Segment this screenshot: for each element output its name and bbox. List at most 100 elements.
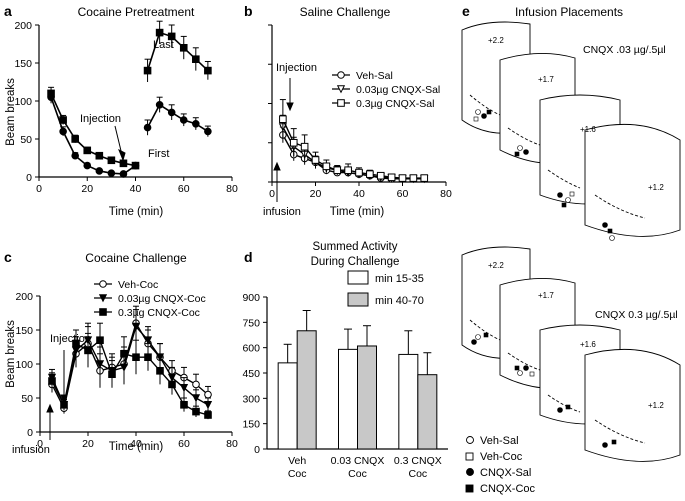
panel-b-infusion-label: infusion: [263, 206, 301, 218]
panel-c-xlabel: Time (min): [109, 441, 164, 453]
legend-cnqx-coc-marker: [465, 484, 474, 493]
data-point-b-2: [322, 162, 331, 171]
data-point-b-2: [355, 168, 363, 177]
bar-0-1: [338, 348, 358, 450]
section-lower-4-detail: [594, 419, 646, 444]
x-tick-label-a: 20: [81, 183, 93, 195]
x-tick-label-b: 40: [353, 188, 365, 200]
y-tick-label-c: 200: [15, 291, 33, 303]
data-point-c-2: [156, 367, 164, 375]
data-point-c-2: [96, 336, 104, 344]
data-point-c-1: [143, 336, 153, 345]
panel-a-title: Cocaine Pretreatment: [78, 5, 195, 19]
bar-0-2: [398, 353, 419, 450]
section-label-lower-3: +1.6: [580, 340, 596, 349]
section-label-upper-1: +2.2: [488, 36, 504, 45]
panel-d-subtitle: During Challenge: [311, 256, 400, 268]
data-point-a-1: [83, 161, 92, 170]
data-point-a-0: [71, 135, 79, 143]
data-point-c-1: [191, 394, 201, 403]
category-label-2: Coc: [408, 468, 427, 480]
legend-cnqx-sal-marker: [466, 468, 474, 476]
y-tick-label-a: 100: [14, 96, 32, 108]
data-point-a-0: [83, 146, 92, 155]
panel-letter-c: c: [4, 249, 12, 265]
y-tick-label-d: 150: [242, 419, 260, 431]
legend-marker-b-0: [337, 71, 345, 79]
legend-label-b-2: 0.3µg CNQX-Sal: [356, 98, 434, 110]
data-point-a-0: [95, 151, 104, 160]
category-label-2: 0.3 CNQX: [394, 455, 442, 467]
y-tick-label-c: 100: [15, 359, 33, 371]
category-label-1: 0.03 CNQX: [331, 455, 385, 467]
bar-1-2: [417, 374, 438, 450]
legend-veh-coc-marker: [465, 452, 474, 461]
y-tick-label-a: 150: [14, 58, 32, 70]
section-label-upper-3: +1.6: [580, 125, 596, 134]
x-tick-label-c: 40: [130, 438, 142, 450]
data-point-c-1: [95, 360, 105, 369]
data-point-c-2: [84, 346, 92, 355]
panel-letter-d: d: [244, 249, 253, 265]
y-tick-label-d: 750: [242, 317, 260, 329]
data-point-b-2: [409, 174, 418, 182]
legend-label-b-0: Veh-Sal: [356, 70, 393, 82]
section-label-lower-2: +1.7: [538, 291, 554, 300]
panel-e-title: Infusion Placements: [515, 5, 623, 19]
category-label-0: Coc: [288, 468, 307, 480]
data-point-c-1: [131, 322, 141, 332]
panel-b-title: Saline Challenge: [300, 5, 391, 19]
legend-label-d-0: min 15-35: [375, 273, 424, 285]
data-point-a-0: [192, 55, 200, 64]
data-point-a-0: [167, 32, 176, 41]
legend-swatch-d-0: [347, 270, 369, 285]
upper-section-group: +2.2 +1.7 +1.6 +1.2 CNQX .03 µg/.5µl: [461, 21, 681, 241]
data-point-c-2: [168, 380, 176, 389]
data-point-a-1: [59, 127, 67, 136]
data-point-b-2: [344, 166, 352, 175]
x-tick-label-c: 80: [226, 438, 238, 450]
data-point-a-1: [155, 101, 164, 109]
panel-a-injection-arrow: [114, 125, 123, 156]
panel-b-injection-label: Injection: [276, 62, 317, 74]
brain-section-upper-4: [584, 123, 681, 237]
legend-label-c-0: Veh-Coc: [118, 279, 158, 291]
legend-label-c-2: 0.3µg CNQX-Coc: [118, 307, 200, 319]
category-label-0: Veh: [288, 455, 306, 467]
data-point-a-0: [155, 28, 164, 37]
data-point-a-0: [59, 116, 67, 124]
data-point-c-1: [203, 401, 213, 410]
bar-0-0: [277, 362, 298, 450]
panel-c-infusion-arrowhead: [46, 403, 54, 413]
y-tick-label-d: 600: [242, 343, 260, 355]
data-point-c-2: [192, 407, 200, 416]
panel-b-xlabel: Time (min): [330, 206, 385, 218]
data-point-b-2: [311, 156, 320, 164]
section-label-upper-4: +1.2: [648, 183, 664, 192]
legend-marker-c-0: [99, 280, 107, 288]
data-point-a-0: [179, 44, 188, 52]
legend-label-d-1: min 40-70: [375, 295, 424, 307]
section-upper-4-detail: [594, 194, 646, 219]
data-point-a-1: [143, 123, 152, 132]
legend-marker-b-1: [336, 85, 346, 94]
lower-section-group: +2.2 +1.7 +1.6 +1.2 CNQX 0.3 µg/.5µl: [461, 246, 681, 462]
legend-veh-sal-label: Veh-Sal: [480, 435, 519, 447]
data-point-b-2: [333, 166, 342, 175]
brain-section-lower-4: [584, 348, 681, 462]
x-tick-label-c: 20: [82, 438, 94, 450]
section-label-lower-1: +2.2: [488, 261, 504, 270]
x-tick-label-b: 80: [440, 188, 452, 200]
panel-a-injection-label: Injection: [80, 113, 121, 125]
section-label-lower-4: +1.2: [648, 401, 664, 410]
panel-d-title: Summed Activity: [313, 241, 398, 253]
panel-a-first-label: First: [148, 148, 169, 160]
annotation-arrows: [46, 78, 294, 440]
panel-letter-a: a: [4, 3, 12, 19]
legend-cnqx-coc-label: CNQX-Coc: [480, 483, 536, 495]
y-tick-label-d: 0: [254, 444, 260, 456]
panel-b-infusion-arrowhead: [273, 161, 281, 171]
legend-cnqx-sal-label: CNQX-Sal: [480, 467, 531, 479]
category-label-1: Coc: [348, 468, 367, 480]
